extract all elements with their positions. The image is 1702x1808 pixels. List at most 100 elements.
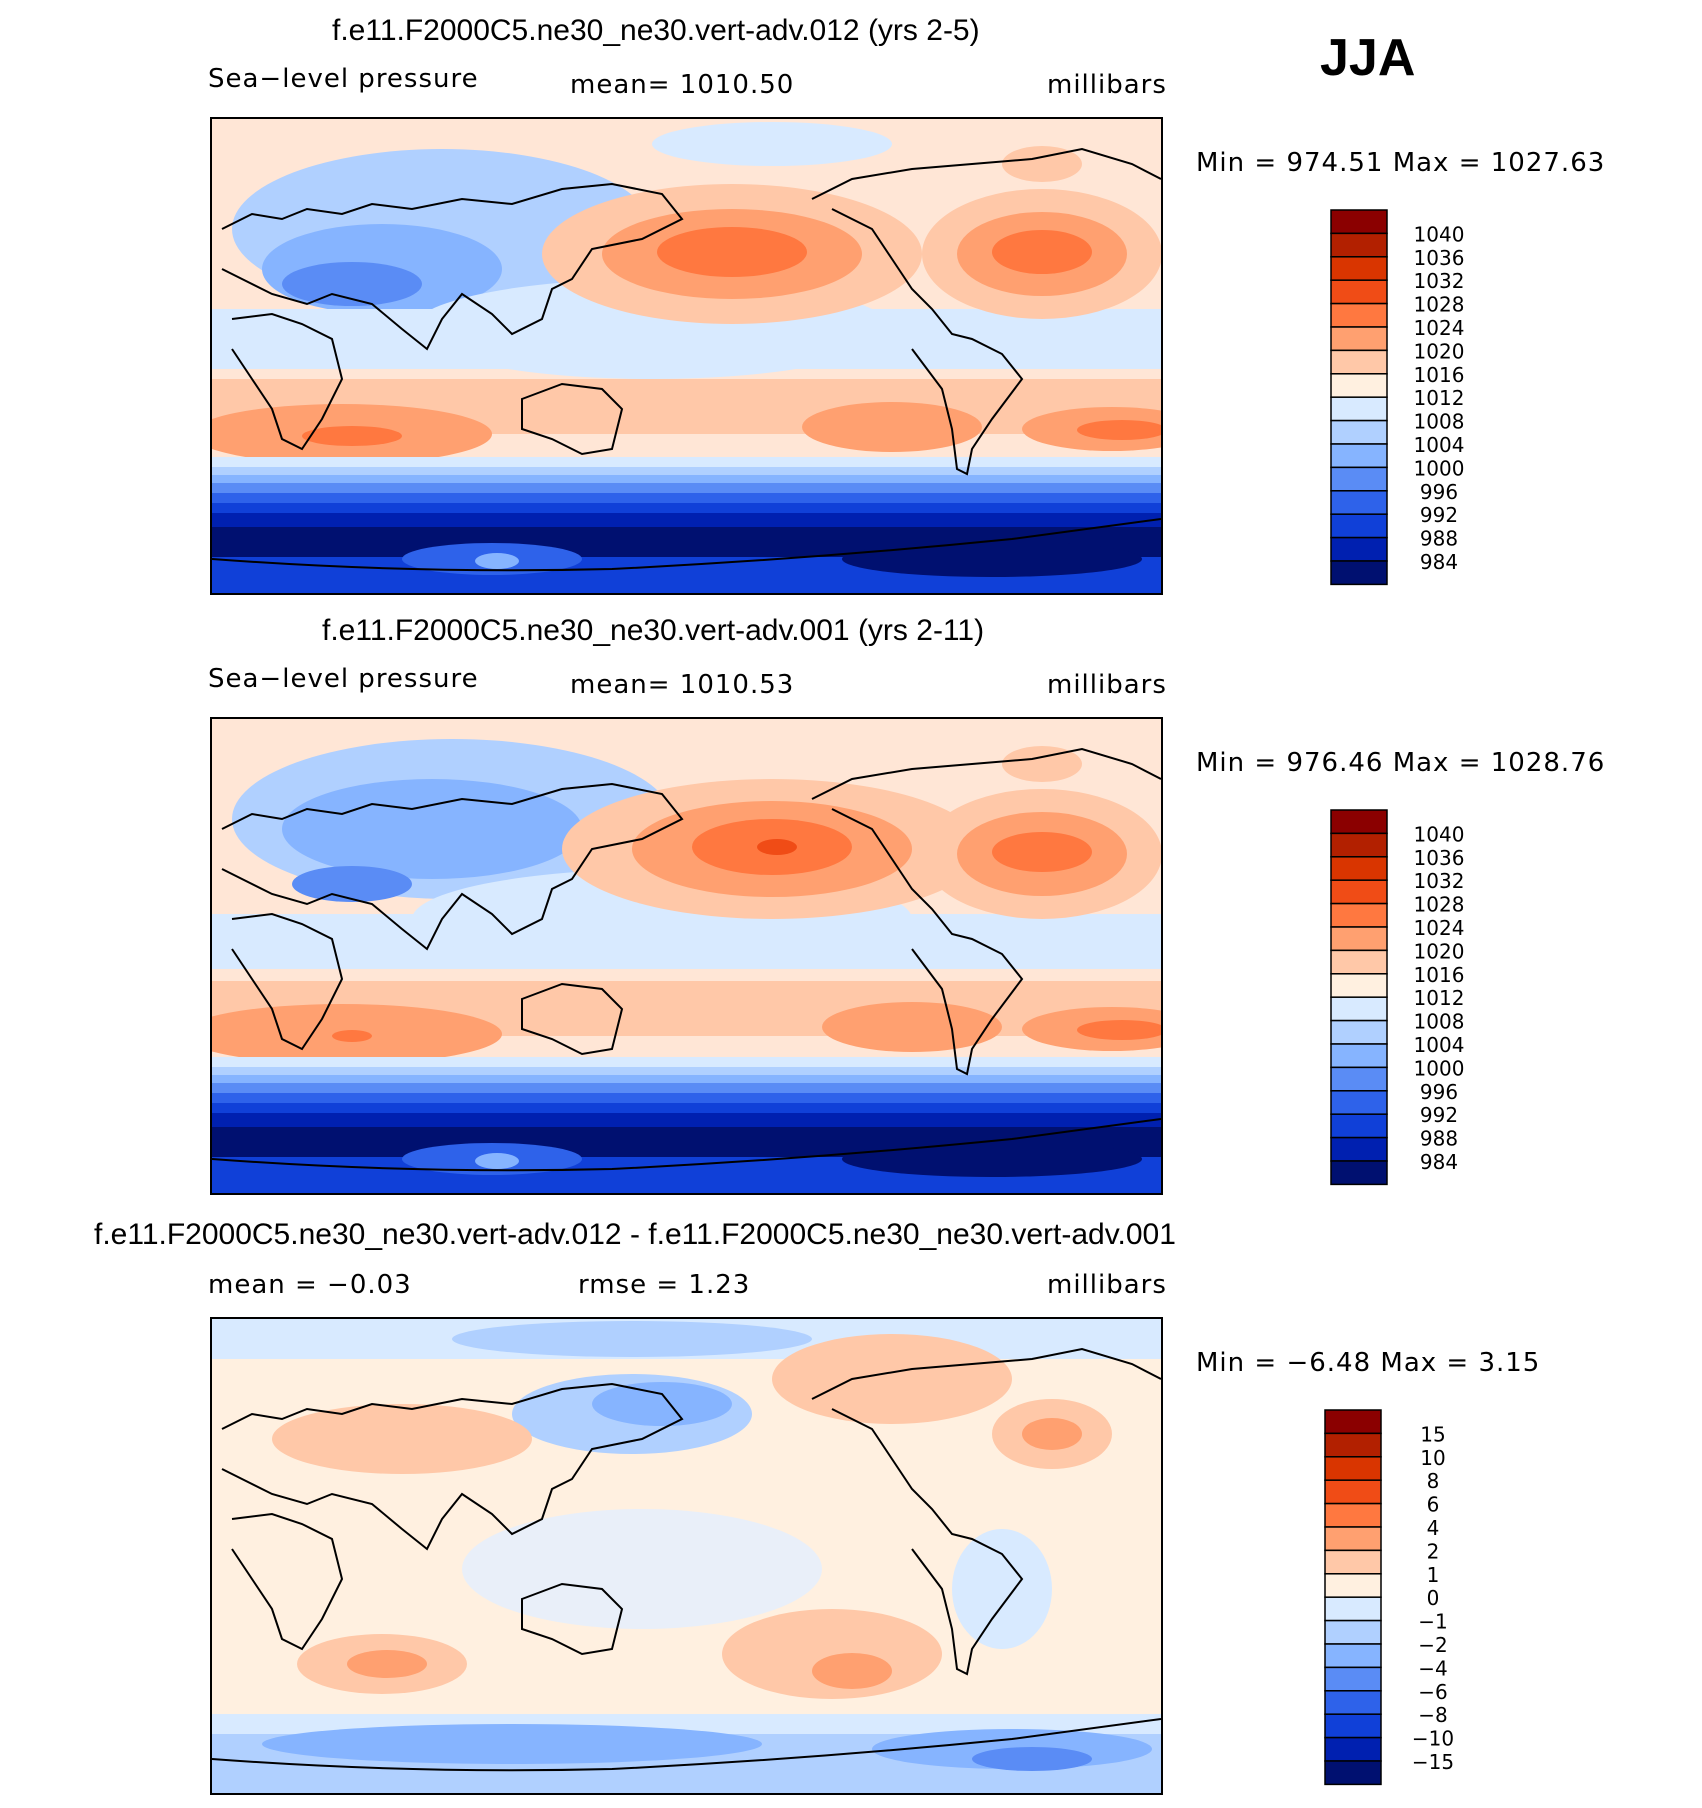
colorbar-tick-label: 4 xyxy=(1427,1516,1440,1540)
colorbar-swatch xyxy=(1330,419,1388,445)
colorbar-swatch xyxy=(1330,832,1388,858)
colorbar-swatch xyxy=(1330,302,1388,328)
colorbar-tick-label: 992 xyxy=(1420,503,1458,527)
colorbar-tick-label: 1008 xyxy=(1414,410,1465,434)
panel-2-units: millibars xyxy=(1047,670,1167,700)
panel-3-units: millibars xyxy=(1047,1270,1167,1300)
antarctica-east xyxy=(842,541,1142,577)
colorbar-tick-label: 1020 xyxy=(1414,939,1465,963)
low-asia-deep xyxy=(292,866,412,902)
colorbar-swatch xyxy=(1330,856,1388,881)
north-atlantic-high-3 xyxy=(992,832,1092,872)
colorbar-swatch xyxy=(1330,1066,1388,1092)
colorbar-tick-label: 1032 xyxy=(1414,269,1465,293)
colorbar-tick-label: −8 xyxy=(1418,1703,1447,1727)
colorbar-swatch xyxy=(1324,1479,1382,1505)
colorbar-swatch xyxy=(1330,926,1388,952)
colorbar-tick-label: 1008 xyxy=(1414,1010,1465,1034)
colorbar-tick-label: −2 xyxy=(1418,1633,1447,1657)
so-band-2 xyxy=(212,1067,1161,1075)
colorbar-tick-label: 996 xyxy=(1420,1080,1458,1104)
so-band-3 xyxy=(212,1075,1161,1083)
colorbar-tick-label: 1004 xyxy=(1414,1033,1465,1057)
colorbar-tick-label: 1040 xyxy=(1414,222,1465,246)
south-pacific-high xyxy=(822,1002,1002,1052)
colorbar-swatch xyxy=(1330,443,1388,469)
coastlines xyxy=(212,747,1161,1172)
so-band-7 xyxy=(212,513,1161,527)
south-indian-high-core xyxy=(332,1030,372,1042)
colorbar-swatch xyxy=(1330,373,1388,398)
southern-ocean-negative-5 xyxy=(972,1747,1092,1771)
colorbar-swatch xyxy=(1330,902,1388,928)
colorbar-tick-label: 984 xyxy=(1420,550,1458,574)
colorbar-swatch xyxy=(1324,1736,1382,1762)
colorbar-tick-label: 1016 xyxy=(1414,963,1465,987)
panel-2-title: f.e11.F2000C5.ne30_ne30.vert-adv.001 (yr… xyxy=(322,614,985,647)
colorbar-swatch xyxy=(1330,536,1388,562)
colorbar-tick-label: 1024 xyxy=(1414,916,1465,940)
colorbar-tick-label: 1000 xyxy=(1414,1056,1465,1080)
colorbar-tick-label: 1028 xyxy=(1414,893,1465,917)
panel-2-mean: mean= 1010.53 xyxy=(570,670,795,700)
panel-2-colorbar: 1040 1036 1032 1028 1024 1020 1016 1012 1008 1004… xyxy=(1329,808,1489,1188)
colorbar-tick-label: 1000 xyxy=(1414,456,1465,480)
southern-ocean-negative-3 xyxy=(262,1724,762,1764)
coastlines xyxy=(212,147,1161,572)
colorbar-tick-label: 15 xyxy=(1420,1422,1445,1446)
south-indian-high-core xyxy=(302,426,402,446)
colorbar-swatch xyxy=(1324,1526,1382,1552)
colorbar-tick-label: 2 xyxy=(1427,1539,1440,1563)
asia-positive xyxy=(272,1404,532,1474)
south-america-negative xyxy=(952,1529,1052,1649)
colorbar-tick-label: 6 xyxy=(1427,1493,1440,1517)
panel-1-colorbar-svg: 1040103610321028102410201016101210081004… xyxy=(1330,209,1465,586)
colorbar-swatch xyxy=(1330,326,1388,352)
arctic-negative-core xyxy=(452,1321,812,1357)
colorbar-tick-label: 1004 xyxy=(1414,433,1465,457)
colorbar-tick-label: 1024 xyxy=(1414,316,1465,340)
antarctica-east xyxy=(842,1141,1142,1177)
colorbar-swatch xyxy=(1324,1456,1382,1481)
so-band-2 xyxy=(212,467,1161,475)
panel-1-variable: Sea−level pressure xyxy=(208,64,479,94)
panel-3-title: f.e11.F2000C5.ne30_ne30.vert-adv.012 - f… xyxy=(94,1218,1176,1251)
colorbar-tick-label: 1040 xyxy=(1414,822,1465,846)
south-indian-positive-core xyxy=(347,1650,427,1678)
colorbar-swatch xyxy=(1330,209,1388,235)
panel-1-mean: mean= 1010.50 xyxy=(570,70,795,100)
south-pacific-high xyxy=(802,402,982,452)
south-pacific-positive-core xyxy=(812,1653,892,1689)
panel-2-minmax: Min = 976.46 Max = 1028.76 xyxy=(1196,748,1606,778)
colorbar-swatch xyxy=(1330,1090,1388,1115)
antarctica-pressure-core xyxy=(475,1153,519,1169)
colorbar-swatch xyxy=(1324,1666,1382,1692)
panel-3-map xyxy=(210,1317,1163,1795)
colorbar-tick-label: 1032 xyxy=(1414,869,1465,893)
so-band-1 xyxy=(212,457,1161,467)
colorbar-tick-label: −1 xyxy=(1418,1610,1447,1634)
panel-3-colorbar: 15 10 8 6 4 2 1 0 −1 −2 −4 −6 −8 −10 −15 xyxy=(1323,1408,1483,1788)
panel-3-rmse: rmse = 1.23 xyxy=(578,1270,751,1300)
colorbar-swatch xyxy=(1330,232,1388,258)
colorbar-tick-label: 996 xyxy=(1420,480,1458,504)
colorbar-tick-label: 0 xyxy=(1427,1586,1440,1610)
panel-1-title: f.e11.F2000C5.ne30_ne30.vert-adv.012 (yr… xyxy=(332,14,980,47)
colorbar-tick-label: 984 xyxy=(1420,1150,1458,1174)
panel-1-units: millibars xyxy=(1047,70,1167,100)
colorbar-swatch xyxy=(1330,1043,1388,1069)
low-asia-core xyxy=(282,779,582,879)
north-atlantic-positive-core xyxy=(1022,1418,1082,1450)
colorbar-tick-label: −4 xyxy=(1418,1656,1447,1680)
colorbar-tick-label: −6 xyxy=(1418,1680,1447,1704)
panel-1-colorbar: 1040 1036 1032 1028 1024 1020 1016 1012 1008 1004… xyxy=(1329,208,1489,588)
antarctica-pressure-core xyxy=(475,553,519,569)
colorbar-tick-label: 988 xyxy=(1420,527,1458,551)
colorbar-tick-label: 1036 xyxy=(1414,246,1465,270)
colorbar-tick-label: 10 xyxy=(1420,1446,1445,1470)
colorbar-swatch xyxy=(1330,349,1388,375)
south-atlantic-high-core xyxy=(1077,1020,1161,1040)
colorbar-swatch xyxy=(1324,1713,1382,1739)
panel-1-map xyxy=(210,117,1163,595)
